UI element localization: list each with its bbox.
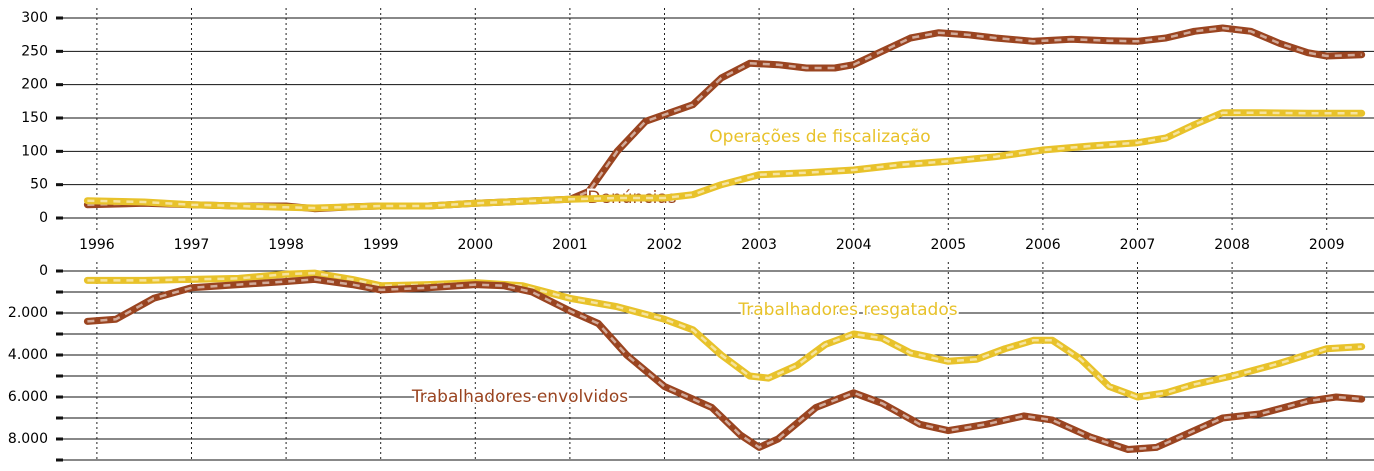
y-tick-label: 250 <box>21 43 48 59</box>
y-tick-label: 6.000 <box>8 389 48 405</box>
chain-highlight <box>87 111 1362 210</box>
x-tick-label: 1997 <box>174 237 210 253</box>
x-tick-label: 2002 <box>647 237 683 253</box>
chain-highlight <box>87 271 1362 399</box>
x-tick-label: 2006 <box>1025 237 1061 253</box>
y-tick-mark <box>56 183 63 187</box>
y-tick-label: 8.000 <box>8 431 48 447</box>
y-tick-mark <box>56 149 63 153</box>
y-tick-mark <box>56 395 63 399</box>
x-tick-label: 2001 <box>552 237 588 253</box>
y-tick-mark <box>56 437 63 441</box>
x-tick-label: 1998 <box>268 237 304 253</box>
series-label: Operações de fiscalização <box>709 127 930 147</box>
y-tick-label: 4.000 <box>8 347 48 363</box>
y-tick-mark <box>56 49 63 53</box>
y-tick-label: 50 <box>30 177 48 193</box>
y-tick-label: 0 <box>39 210 48 226</box>
series-label: Trabalhadores resgatados <box>737 300 957 320</box>
x-tick-label: 2005 <box>930 237 966 253</box>
y-tick-mark <box>56 458 63 462</box>
y-tick-mark <box>56 269 63 273</box>
y-tick-label: 300 <box>21 10 48 26</box>
x-tick-label: 2000 <box>457 237 493 253</box>
y-tick-mark <box>56 116 63 120</box>
y-tick-mark <box>56 216 63 220</box>
y-tick-mark <box>56 353 63 357</box>
y-tick-mark <box>56 83 63 87</box>
y-tick-mark <box>56 311 63 315</box>
x-tick-label: 2003 <box>741 237 777 253</box>
x-tick-label: 2008 <box>1214 237 1250 253</box>
x-tick-label: 1996 <box>79 237 115 253</box>
x-tick-label: 2007 <box>1120 237 1156 253</box>
y-tick-mark <box>56 374 63 378</box>
y-tick-label: 0 <box>39 263 48 279</box>
y-tick-mark <box>56 290 63 294</box>
y-tick-label: 100 <box>21 143 48 159</box>
y-tick-label: 200 <box>21 77 48 93</box>
y-tick-mark <box>56 416 63 420</box>
chain-highlight <box>87 278 1362 451</box>
y-tick-label: 2.000 <box>8 305 48 321</box>
x-tick-label: 2004 <box>836 237 872 253</box>
x-tick-label: 1999 <box>363 237 399 253</box>
series-line <box>83 275 1366 453</box>
y-tick-label: 150 <box>21 110 48 126</box>
x-tick-label: 2009 <box>1309 237 1345 253</box>
y-tick-mark <box>56 16 63 20</box>
y-tick-mark <box>56 332 63 336</box>
series-label: Trabalhadores envolvidos <box>411 387 628 407</box>
